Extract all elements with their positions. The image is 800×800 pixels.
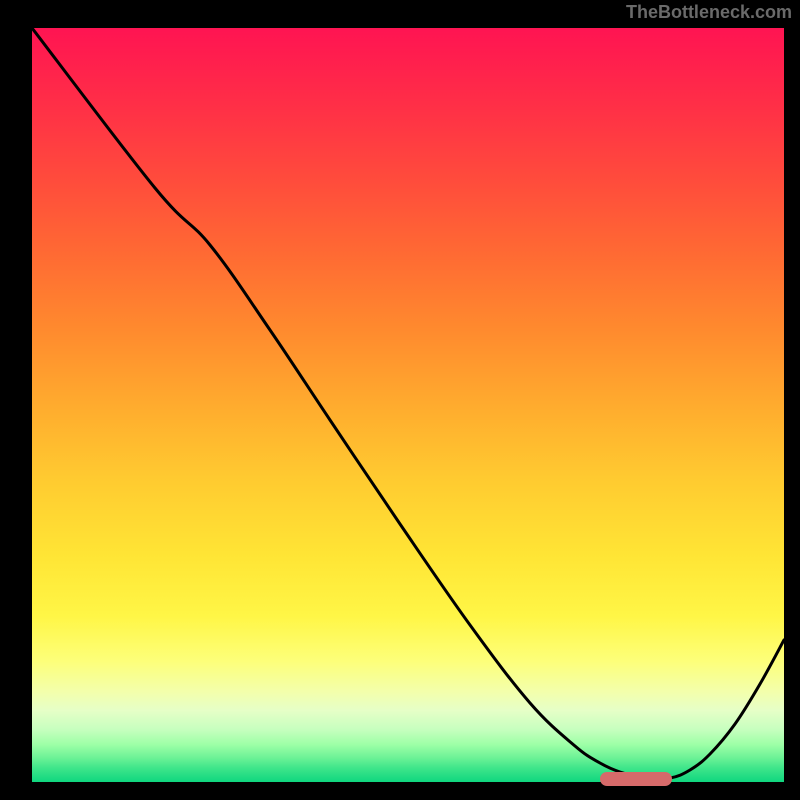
gradient-background [32,28,784,782]
attribution-text: TheBottleneck.com [626,2,792,23]
optimal-range-marker [600,772,672,786]
chart-plot-area [32,28,784,782]
